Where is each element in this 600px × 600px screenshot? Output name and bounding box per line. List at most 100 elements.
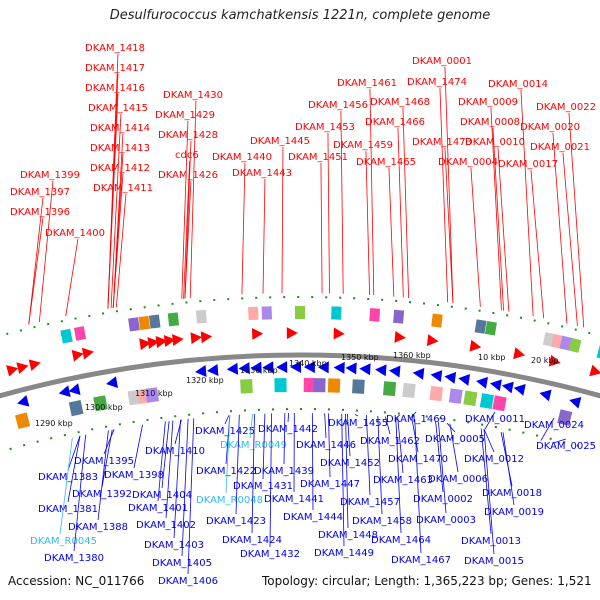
gene-label: DKAM_1448 <box>318 530 378 541</box>
reverse-gene-arrow <box>106 376 118 389</box>
reverse-gene-arrow <box>250 361 262 374</box>
reverse-gene-arrow <box>458 373 471 386</box>
leader-line <box>435 421 444 493</box>
gene-label: DKAM_1461 <box>337 78 397 89</box>
gene-label: DKAM_1426 <box>158 170 218 181</box>
leader-line <box>568 112 585 328</box>
leader-line <box>103 429 115 455</box>
gene-label: DKAM_1396 <box>10 207 70 218</box>
feature-box <box>448 388 463 404</box>
gene-label: DKAM_0010 <box>465 137 525 148</box>
gene-label: DKAM_1455 <box>328 418 388 429</box>
leader-line <box>112 173 124 308</box>
feature-box <box>15 412 31 430</box>
leader-line <box>354 414 359 417</box>
leader-line <box>67 435 81 471</box>
leader-line <box>552 132 568 324</box>
gene-label: DKAM_1404 <box>132 490 192 501</box>
feature-box <box>261 306 272 320</box>
gene-label: DKAM_1398 <box>104 470 164 481</box>
gene-label: DKAM_1442 <box>258 424 318 435</box>
forward-gene-arrow <box>513 347 526 360</box>
leader-line <box>224 415 230 425</box>
forward-gene-arrow <box>548 354 561 367</box>
leader-line <box>165 420 174 519</box>
gene-label: DKAM_1402 <box>136 520 196 531</box>
scale-tick-label: 1340 kbp <box>289 359 327 368</box>
gene-label: DKAM_0005 <box>425 434 485 445</box>
leader-line <box>28 197 44 325</box>
gene-label: DKAM_1418 <box>85 43 145 54</box>
leader-line <box>345 413 349 529</box>
forward-gene-arrow <box>147 337 160 350</box>
reverse-gene-arrow <box>539 389 552 402</box>
leader-line <box>157 421 166 502</box>
leader-line <box>384 416 391 435</box>
gene-label: DKAM_0019 <box>484 507 544 518</box>
leader-line <box>174 419 182 445</box>
gene-label: DKAM_1457 <box>340 497 400 508</box>
scale-tick-label: 1310 kbp <box>135 389 173 398</box>
reverse-gene-arrow <box>444 371 457 384</box>
gene-label: DKAM_1412 <box>90 163 150 174</box>
gene-label: DKAM_1464 <box>371 535 431 546</box>
gene-label: DKAM_0012 <box>464 454 524 465</box>
feature-box <box>474 319 487 334</box>
leader-line <box>562 152 578 326</box>
feature-box <box>559 335 573 351</box>
feature-box <box>479 393 494 409</box>
feature-box <box>568 337 582 353</box>
leader-line <box>67 435 81 503</box>
gene-label: DKAM_0009 <box>458 97 518 108</box>
leader-line <box>173 419 181 539</box>
gene-label: DKAM_1414 <box>90 123 150 134</box>
feature-box <box>352 379 365 394</box>
scale-tick-label: 1290 kbp <box>35 419 73 428</box>
gene-label: DKAM_1423 <box>206 516 266 527</box>
leader-line <box>365 150 370 296</box>
gene-label: DKAM_1473 <box>412 137 472 148</box>
leader-line <box>181 418 189 557</box>
gene-label: DKAM_0004 <box>438 157 498 168</box>
feature-box <box>93 395 108 412</box>
forward-gene-arrow <box>163 335 176 347</box>
forward-gene-arrow <box>172 334 184 347</box>
leader-line <box>552 438 567 444</box>
gene-label: DKAM_0011 <box>465 414 525 425</box>
gene-label: DKAM_1416 <box>85 83 145 94</box>
gene-label: DKAM_1474 <box>407 77 467 88</box>
gene-label: DKAM_1380 <box>44 553 104 564</box>
gene-label: DKAM_0021 <box>530 142 590 153</box>
scale-tick-label: 1320 kbp <box>186 376 224 385</box>
leader-line <box>520 89 534 317</box>
leader-line <box>251 413 255 534</box>
gene-label: DKAM_0002 <box>413 494 473 505</box>
gene-label: DKAM_0020 <box>520 122 580 133</box>
gene-label: DKAM_1465 <box>356 157 416 168</box>
leader-line <box>133 424 143 469</box>
leader-line <box>397 417 404 474</box>
reverse-gene-arrow <box>359 363 371 376</box>
feature-box <box>596 344 600 361</box>
gene-label: DKAM_1440 <box>212 152 272 163</box>
feature-box <box>382 381 397 397</box>
feature-box <box>167 312 180 327</box>
leader-line <box>107 93 119 309</box>
reverse-gene-arrow <box>333 361 345 374</box>
feature-box <box>484 320 497 336</box>
gene-label: DKAM_1388 <box>68 522 128 533</box>
forward-gene-arrow <box>28 359 41 372</box>
forward-gene-arrow <box>394 330 406 343</box>
leader-line <box>235 414 240 515</box>
leader-line <box>483 428 495 555</box>
gene-label: DKAM_1397 <box>10 187 70 198</box>
gene-label: DKAM_1401 <box>128 503 188 514</box>
forward-gene-arrow <box>251 327 264 340</box>
reverse-gene-arrow <box>569 396 582 409</box>
reverse-gene-arrow <box>226 362 239 375</box>
leader-line <box>341 413 345 547</box>
gene-label: DKAM_1428 <box>158 130 218 141</box>
reverse-gene-arrow <box>17 394 30 407</box>
gene-label: DKAM_0017 <box>498 159 558 170</box>
